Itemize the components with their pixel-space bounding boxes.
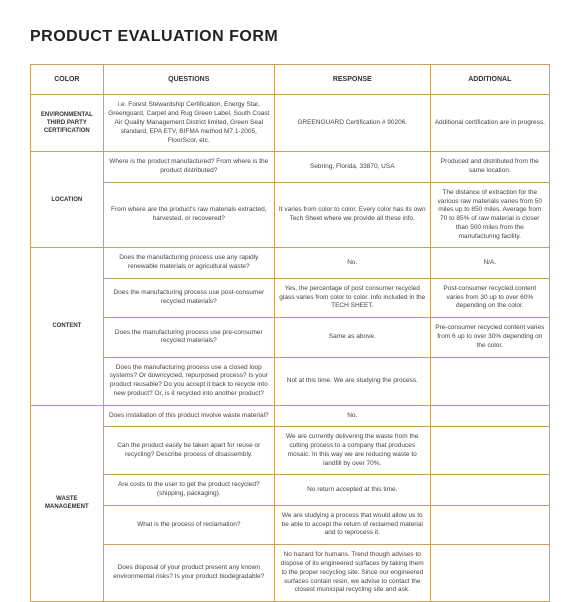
response-cell: Sebring, Florida, 33870, USA (274, 152, 430, 183)
additional-cell: The distance of extraction for the vario… (430, 182, 549, 248)
header-response: RESPONSE (274, 65, 430, 95)
additional-cell: Post-consumer recycled content varies fr… (430, 278, 549, 317)
question-cell: Are costs to the user to get the product… (103, 475, 274, 506)
additional-cell (430, 475, 549, 506)
table-row: CONTENTDoes the manufacturing process us… (31, 248, 550, 279)
header-row: COLOR QUESTIONS RESPONSE ADDITIONAL (31, 65, 550, 95)
additional-cell (430, 545, 549, 602)
response-cell: We are studying a process that would all… (274, 505, 430, 544)
category-cell: CONTENT (31, 248, 104, 405)
additional-cell: Additional certification are in progress… (430, 95, 549, 152)
table-row: Does the manufacturing process use a clo… (31, 357, 550, 405)
response-cell: Yes, the percentage of post consumer rec… (274, 278, 430, 317)
additional-cell: Produced and distributed from the same l… (430, 152, 549, 183)
table-row: What is the process of reclamation?We ar… (31, 505, 550, 544)
additional-cell (430, 505, 549, 544)
header-color: COLOR (31, 65, 104, 95)
table-row: Does disposal of your product present an… (31, 545, 550, 602)
question-cell: Does the manufacturing process use a clo… (103, 357, 274, 405)
category-cell: ENVIRONMENTAL THIRD PARTY CERTIFICATION (31, 95, 104, 152)
additional-cell: Pre-consumer recycled content varies fro… (430, 318, 549, 357)
table-row: Does the manufacturing process use post-… (31, 278, 550, 317)
question-cell: Can the product easily be taken apart fo… (103, 427, 274, 475)
response-cell: GREENGUARD Certification # 90206. (274, 95, 430, 152)
question-cell: What is the process of reclamation? (103, 505, 274, 544)
header-questions: QUESTIONS (103, 65, 274, 95)
question-cell: Does installation of this product involv… (103, 405, 274, 427)
question-cell: Does disposal of your product present an… (103, 545, 274, 602)
response-cell: No. (274, 248, 430, 279)
question-cell: From where are the product's raw materia… (103, 182, 274, 248)
header-additional: ADDITIONAL (430, 65, 549, 95)
response-cell: No hazard for humans. Trend though advis… (274, 545, 430, 602)
question-cell: Does the manufacturing process use any r… (103, 248, 274, 279)
table-row: LOCATIONWhere is the product manufacture… (31, 152, 550, 183)
additional-cell (430, 427, 549, 475)
table-row: Does the manufacturing process use pre-c… (31, 318, 550, 357)
category-cell: WASTE MANAGEMENT (31, 405, 104, 601)
response-cell: No return accepted at this time. (274, 475, 430, 506)
table-row: From where are the product's raw materia… (31, 182, 550, 248)
table-row: ENVIRONMENTAL THIRD PARTY CERTIFICATIONi… (31, 95, 550, 152)
response-cell: Same as above. (274, 318, 430, 357)
question-cell: Does the manufacturing process use post-… (103, 278, 274, 317)
table-row: Can the product easily be taken apart fo… (31, 427, 550, 475)
response-cell: No. (274, 405, 430, 427)
additional-cell (430, 405, 549, 427)
additional-cell: N/A. (430, 248, 549, 279)
table-row: Are costs to the user to get the product… (31, 475, 550, 506)
question-cell: Does the manufacturing process use pre-c… (103, 318, 274, 357)
response-cell: We are currently delivering the waste fr… (274, 427, 430, 475)
question-cell: i.e. Forest Stewardship Certification, E… (103, 95, 274, 152)
evaluation-table: COLOR QUESTIONS RESPONSE ADDITIONAL ENVI… (30, 64, 550, 602)
response-cell: Not at this time. We are studying the pr… (274, 357, 430, 405)
page-title: PRODUCT EVALUATION FORM (30, 28, 550, 46)
response-cell: It varies from color to color. Every col… (274, 182, 430, 248)
question-cell: Where is the product manufactured? From … (103, 152, 274, 183)
category-cell: LOCATION (31, 152, 104, 248)
additional-cell (430, 357, 549, 405)
table-row: WASTE MANAGEMENTDoes installation of thi… (31, 405, 550, 427)
